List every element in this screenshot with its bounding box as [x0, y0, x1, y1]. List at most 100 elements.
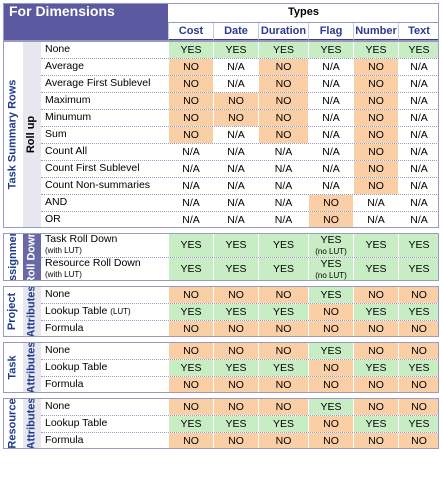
value-cell: N/A: [213, 126, 258, 143]
value-cell: NO: [168, 75, 213, 92]
section-sublabel-2: Attributes: [23, 286, 41, 337]
value-cell: YES: [353, 415, 398, 432]
value-cell: YES: [168, 415, 213, 432]
value-cell: N/A: [258, 160, 308, 177]
value-cell: NO: [213, 109, 258, 126]
value-cell: NO: [258, 342, 308, 359]
value-cell: NO: [308, 211, 353, 228]
value-cell: N/A: [168, 194, 213, 211]
value-cell: YES: [258, 415, 308, 432]
value-cell: YES: [213, 41, 258, 58]
value-cell: NO: [168, 58, 213, 75]
row-label: None: [45, 400, 71, 412]
value-cell: NO: [398, 432, 439, 449]
value-cell: NO: [353, 109, 398, 126]
value-cell: NO: [258, 286, 308, 303]
value-cell: NO: [353, 286, 398, 303]
value-cell: YES: [168, 257, 213, 281]
value-cell: NO: [258, 376, 308, 393]
value-cell: YES: [353, 41, 398, 58]
value-cell: NO: [353, 160, 398, 177]
section-label-2: Project: [3, 286, 23, 337]
value-cell: NO: [168, 286, 213, 303]
value-cell: NO: [258, 320, 308, 337]
value-cell: N/A: [258, 194, 308, 211]
row-label: Resource Roll Down (with LUT): [45, 257, 141, 280]
value-cell: NO: [168, 109, 213, 126]
value-cell: NO: [353, 342, 398, 359]
row-label: Average First Sublevel: [45, 77, 151, 89]
value-cell: YES: [258, 303, 308, 320]
value-cell: NO: [168, 92, 213, 109]
row-label: Count Non-summaries: [45, 179, 151, 191]
column-header-date: Date: [213, 23, 258, 41]
value-cell: NO: [168, 342, 213, 359]
row-label: OR: [45, 213, 61, 225]
table-title-text: For Dimensions: [9, 3, 115, 19]
value-cell: NO: [168, 126, 213, 143]
value-cell: NO: [258, 58, 308, 75]
value-cell: YES: [353, 257, 398, 281]
value-cell: N/A: [258, 177, 308, 194]
section-label-1: Assignment: [3, 233, 23, 281]
value-cell: NO: [168, 376, 213, 393]
row-label: None: [45, 288, 71, 300]
row-label: Count First Sublevel: [45, 162, 140, 174]
value-cell: N/A: [213, 211, 258, 228]
value-cell: YES: [213, 233, 258, 257]
section-label-4: Resource: [3, 398, 23, 449]
value-cell: N/A: [168, 177, 213, 194]
types-header: Types: [168, 3, 439, 23]
value-cell: N/A: [398, 194, 439, 211]
row-label: None: [45, 344, 71, 356]
value-cell: NO: [353, 92, 398, 109]
value-cell: N/A: [213, 58, 258, 75]
value-cell: NO: [213, 432, 258, 449]
row-label: Lookup Table: [45, 361, 108, 373]
value-cell: N/A: [168, 160, 213, 177]
value-cell: YES: [213, 303, 258, 320]
row-label: Formula: [45, 322, 84, 334]
value-cell: N/A: [168, 143, 213, 160]
value-cell: NO: [258, 109, 308, 126]
row-label: Sum: [45, 128, 67, 140]
value-cell: N/A: [258, 143, 308, 160]
value-cell: YES: [308, 41, 353, 58]
value-cell: NO: [258, 92, 308, 109]
value-cell: N/A: [213, 160, 258, 177]
value-cell: N/A: [398, 109, 439, 126]
row-label: Lookup Table (LUT): [45, 305, 131, 317]
value-cell: NO: [213, 342, 258, 359]
section-label-3: Task: [3, 342, 23, 393]
value-cell: NO: [168, 398, 213, 415]
value-cell: NO: [353, 320, 398, 337]
value-cell: N/A: [168, 211, 213, 228]
value-cell: NO: [168, 320, 213, 337]
value-cell: YES: [258, 359, 308, 376]
value-cell: NO: [308, 432, 353, 449]
value-cell: YES (no LUT): [308, 257, 353, 281]
column-header-flag: Flag: [308, 23, 353, 41]
value-cell: YES: [398, 359, 439, 376]
value-cell: NO: [398, 376, 439, 393]
value-cell: N/A: [398, 58, 439, 75]
value-cell: NO: [308, 376, 353, 393]
row-label: Minumum: [45, 111, 92, 123]
value-cell: YES: [398, 303, 439, 320]
value-cell: N/A: [398, 177, 439, 194]
value-cell: YES: [258, 233, 308, 257]
value-cell: NO: [353, 432, 398, 449]
value-cell: N/A: [213, 75, 258, 92]
row-label: Lookup Table: [45, 417, 108, 429]
row-label: Maximum: [45, 94, 91, 106]
value-cell: YES: [168, 359, 213, 376]
value-cell: YES: [353, 359, 398, 376]
row-label: None: [45, 43, 71, 55]
value-cell: NO: [168, 432, 213, 449]
value-cell: N/A: [308, 92, 353, 109]
value-cell: YES: [308, 398, 353, 415]
value-cell: NO: [353, 126, 398, 143]
row-label: Formula: [45, 434, 84, 446]
value-cell: N/A: [308, 126, 353, 143]
value-cell: NO: [213, 92, 258, 109]
